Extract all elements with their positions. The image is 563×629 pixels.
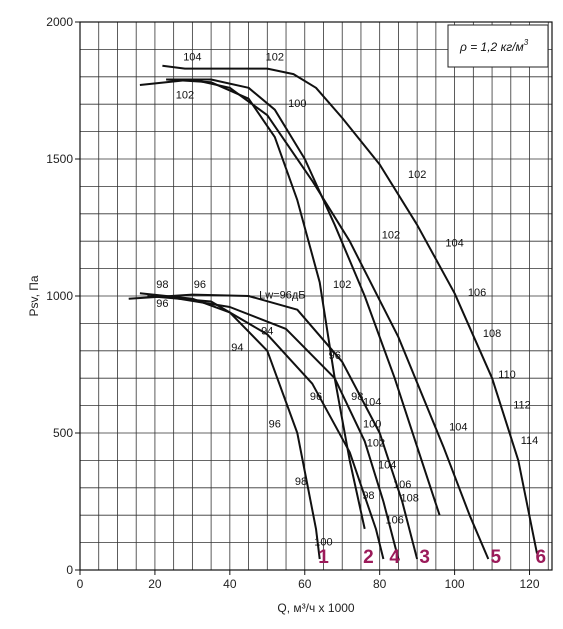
x-tick-label: 40 [223, 577, 237, 591]
x-tick-label: 120 [520, 577, 540, 591]
curve-number-4: 4 [389, 547, 400, 568]
curve-number-2: 2 [363, 547, 374, 568]
sound-level-label: 98 [351, 391, 363, 403]
y-tick-label: 1500 [46, 152, 73, 166]
sound-level-label: 94 [231, 342, 243, 354]
sound-level-label: 106 [468, 287, 486, 299]
sound-level-label: 106 [393, 479, 411, 491]
sound-level-label: Lw=96дБ [259, 290, 305, 302]
fan-curve-2 [147, 295, 385, 560]
sound-level-label: 94 [261, 325, 273, 337]
sound-level-label: 104 [363, 397, 381, 409]
sound-level-label: 108 [400, 493, 418, 505]
axes: 0 20 40 60 80 100 120 0 500 1000 1500 2000 [46, 15, 553, 591]
sound-level-label: 104 [183, 51, 201, 63]
x-axis-label: Q, м³/ч x 1000 [277, 601, 355, 615]
sound-level-label: 114 [521, 435, 539, 447]
sound-level-label: 104 [449, 421, 467, 433]
sound-level-label: 102 [176, 90, 194, 102]
sound-level-label: 98 [362, 490, 374, 502]
x-tick-label: 60 [298, 577, 312, 591]
sound-level-label: 102 [408, 169, 426, 181]
fan-curve-1 [139, 292, 321, 560]
y-tick-label: 1000 [46, 289, 73, 303]
curve-number-6: 6 [535, 547, 546, 568]
curve-number-3: 3 [419, 547, 430, 568]
sound-level-label: 102 [333, 279, 351, 291]
x-tick-label: 20 [148, 577, 162, 591]
annotations: 104 102 102 100 102 102 104 102 106 108 110 112 114 9… [156, 51, 538, 548]
sound-level-label: 96 [194, 279, 206, 291]
sound-level-label: 112 [513, 399, 531, 411]
sound-level-label: 108 [483, 328, 501, 340]
fan-curve-4 [162, 295, 400, 560]
sound-level-label: 96 [269, 419, 281, 431]
fan-curve-5 [139, 78, 490, 560]
y-tick-label: 0 [66, 563, 73, 577]
sound-level-label: 110 [498, 369, 516, 381]
rho-symbol: ρ [459, 40, 467, 54]
sound-level-label: 96 [156, 298, 168, 310]
sound-level-label: 104 [445, 238, 463, 250]
curve-number-5: 5 [491, 547, 502, 568]
sound-level-label: 100 [363, 419, 381, 431]
x-tick-label: 80 [373, 577, 387, 591]
y-tick-label: 2000 [46, 15, 73, 29]
sound-level-label: 102 [367, 438, 385, 450]
y-tick-label: 500 [53, 426, 73, 440]
fan-curve [166, 78, 366, 530]
x-tick-label: 100 [445, 577, 465, 591]
density-value: = 1,2 кг/м [467, 40, 524, 54]
sound-level-label: 98 [295, 476, 307, 488]
sound-level-label: 106 [385, 514, 403, 526]
y-axis-label: Psv, Па [27, 275, 41, 316]
curve-number-1: 1 [318, 547, 329, 568]
fan-curve-6 [162, 64, 538, 554]
sound-level-label: 104 [378, 460, 396, 472]
density-legend-text: ρ = 1,2 кг/м3 [459, 38, 529, 54]
sound-level-label: 102 [382, 229, 400, 241]
density-legend-box [447, 24, 549, 68]
sound-level-label: 100 [288, 98, 306, 110]
x-tick-label: 0 [77, 577, 84, 591]
density-unit-exponent: 3 [524, 38, 529, 47]
sound-level-label: 102 [266, 51, 284, 63]
density-legend: ρ = 1,2 кг/м3 [447, 24, 549, 68]
sound-level-label: 98 [156, 279, 168, 291]
sound-level-label: 96 [329, 350, 341, 362]
fan-curve-3 [128, 293, 419, 560]
sound-level-label: 100 [314, 536, 332, 548]
sound-level-label: 96 [310, 391, 322, 403]
